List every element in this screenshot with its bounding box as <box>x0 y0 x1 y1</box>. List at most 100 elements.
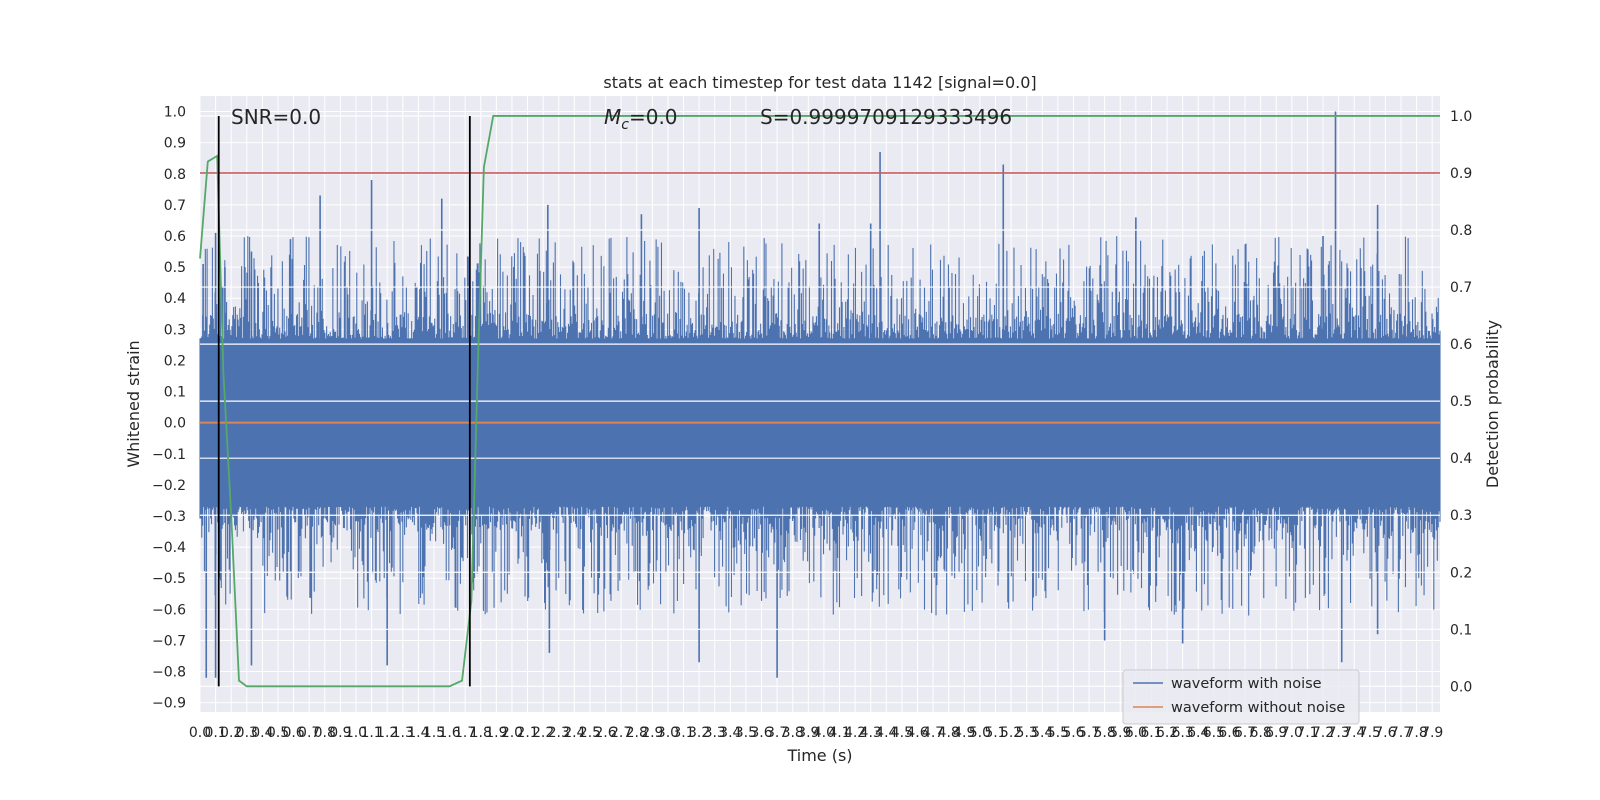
x-tick-label: 2.9 <box>641 725 663 741</box>
y-tick-label: −0.9 <box>152 696 186 712</box>
x-tick-label: 5.0 <box>969 725 991 741</box>
x-tick-label: 7.8 <box>1405 725 1427 741</box>
y-tick-label: 0.9 <box>164 136 186 152</box>
chart-title: stats at each timestep for test data 114… <box>603 73 1036 92</box>
y-axis-label: Whitened strain <box>124 340 143 467</box>
x-tick-label: 0.8 <box>314 725 336 741</box>
x-tick-label: 5.1 <box>984 725 1006 741</box>
x-tick-label: 3.0 <box>657 725 679 741</box>
y-tick-label: 0.3 <box>164 322 186 338</box>
legend-label-noise: waveform with noise <box>1171 676 1322 692</box>
x-tick-label: 3.8 <box>782 725 804 741</box>
x-tick-label: 3.7 <box>766 725 788 741</box>
x-tick-label: 1.7 <box>454 725 476 741</box>
x-tick-label: 4.3 <box>860 725 882 741</box>
legend: waveform with noise waveform without noi… <box>1122 669 1360 725</box>
x-tick-label: 4.9 <box>953 725 975 741</box>
x-tick-label: 0.2 <box>220 725 242 741</box>
y2-tick-label: 0.9 <box>1450 166 1472 182</box>
x-tick-label: 4.7 <box>922 725 944 741</box>
x-tick-label: 6.9 <box>1265 725 1287 741</box>
x-tick-label: 4.0 <box>813 725 835 741</box>
x-tick-label: 5.6 <box>1062 725 1084 741</box>
x-tick-label: 7.6 <box>1374 725 1396 741</box>
y-tick-label: 0.8 <box>164 167 186 183</box>
x-tick-label: 1.4 <box>407 725 429 741</box>
y2-tick-label: 0.5 <box>1450 394 1472 410</box>
x-tick-label: 3.9 <box>797 725 819 741</box>
x-tick-label: 0.3 <box>236 725 258 741</box>
x-tick-label: 7.0 <box>1281 725 1303 741</box>
x-tick-label: 2.8 <box>626 725 648 741</box>
x-tick-label: 4.6 <box>906 725 928 741</box>
x-tick-label: 2.7 <box>610 725 632 741</box>
x-tick-label: 0.1 <box>204 725 226 741</box>
x-tick-label: 4.1 <box>828 725 850 741</box>
x-tick-label: 5.8 <box>1094 725 1116 741</box>
x-tick-label: 0.7 <box>298 725 320 741</box>
legend-box <box>1122 669 1360 725</box>
x-tick-label: 3.5 <box>735 725 757 741</box>
x-tick-label: 7.1 <box>1296 725 1318 741</box>
y-tick-label: −0.1 <box>152 447 186 463</box>
x-tick-label: 4.4 <box>875 725 897 741</box>
x-tick-label: 2.3 <box>548 725 570 741</box>
y2-tick-label: 0.8 <box>1450 223 1472 239</box>
x-tick-label: 6.7 <box>1234 725 1256 741</box>
y-tick-label: 0.5 <box>164 260 186 276</box>
y-tick-label: 1.0 <box>164 105 186 121</box>
x-tick-label: 5.2 <box>1000 725 1022 741</box>
x-tick-label: 6.1 <box>1140 725 1162 741</box>
x-tick-label: 4.8 <box>938 725 960 741</box>
chirp-mass-value: =0.0 <box>629 105 678 129</box>
y-tick-label: 0.6 <box>164 229 186 245</box>
x-tick-label: 3.4 <box>719 725 741 741</box>
x-tick-label: 6.0 <box>1125 725 1147 741</box>
y-tick-label: 0.1 <box>164 385 186 401</box>
x-tick-label: 7.5 <box>1359 725 1381 741</box>
x-tick-label: 1.0 <box>345 725 367 741</box>
x-tick-label: 4.5 <box>891 725 913 741</box>
legend-label-clean: waveform without noise <box>1171 700 1345 716</box>
x-tick-labels: 0.00.10.20.30.40.50.60.70.80.91.01.11.21… <box>189 725 1443 741</box>
x-tick-label: 1.2 <box>376 725 398 741</box>
x-tick-label: 5.9 <box>1109 725 1131 741</box>
y2-tick-labels: 1.0 0.9 0.8 0.7 0.6 0.5 0.4 0.3 0.2 0.1 0.0 <box>1450 109 1472 695</box>
x-tick-label: 2.2 <box>532 725 554 741</box>
x-tick-label: 7.4 <box>1343 725 1365 741</box>
x-tick-label: 0.9 <box>329 725 351 741</box>
x-axis-label: Time (s) <box>786 746 852 765</box>
x-tick-label: 6.5 <box>1203 725 1225 741</box>
x-tick-label: 4.2 <box>844 725 866 741</box>
y2-tick-label: 0.2 <box>1450 565 1472 581</box>
chirp-mass-symbol: M <box>604 105 621 129</box>
chirp-mass-subscript: c <box>621 117 629 133</box>
x-tick-label: 7.2 <box>1312 725 1334 741</box>
y2-tick-label: 1.0 <box>1450 109 1472 125</box>
x-tick-label: 6.6 <box>1218 725 1240 741</box>
x-tick-label: 1.5 <box>423 725 445 741</box>
y-tick-label: −0.7 <box>152 633 186 649</box>
y-tick-label: −0.5 <box>152 571 186 587</box>
x-tick-label: 1.3 <box>392 725 414 741</box>
x-tick-label: 3.2 <box>688 725 710 741</box>
x-tick-label: 5.3 <box>1016 725 1038 741</box>
x-tick-label: 0.0 <box>189 725 211 741</box>
x-tick-label: 7.9 <box>1421 725 1443 741</box>
chirp-mass-annotation: Mc=0.0 <box>604 105 678 133</box>
x-tick-label: 6.8 <box>1249 725 1271 741</box>
y-tick-label: −0.3 <box>152 509 186 525</box>
x-tick-label: 3.3 <box>704 725 726 741</box>
detection-probability-line <box>199 115 1440 688</box>
y2-axis-label: Detection probability <box>1483 320 1502 488</box>
y-tick-labels: 1.0 0.9 0.8 0.7 0.6 0.5 0.4 0.3 0.2 0.1 0.0 −0.1 −0.… <box>152 105 186 712</box>
y-tick-label: −0.4 <box>152 540 186 556</box>
y2-tick-label: 0.7 <box>1450 280 1472 296</box>
x-tick-label: 7.7 <box>1390 725 1412 741</box>
y-tick-label: 0.2 <box>164 353 186 369</box>
x-tick-label: 2.6 <box>594 725 616 741</box>
y2-tick-label: 0.3 <box>1450 508 1472 524</box>
y-tick-label: 0.0 <box>164 416 186 432</box>
x-tick-label: 6.2 <box>1156 725 1178 741</box>
